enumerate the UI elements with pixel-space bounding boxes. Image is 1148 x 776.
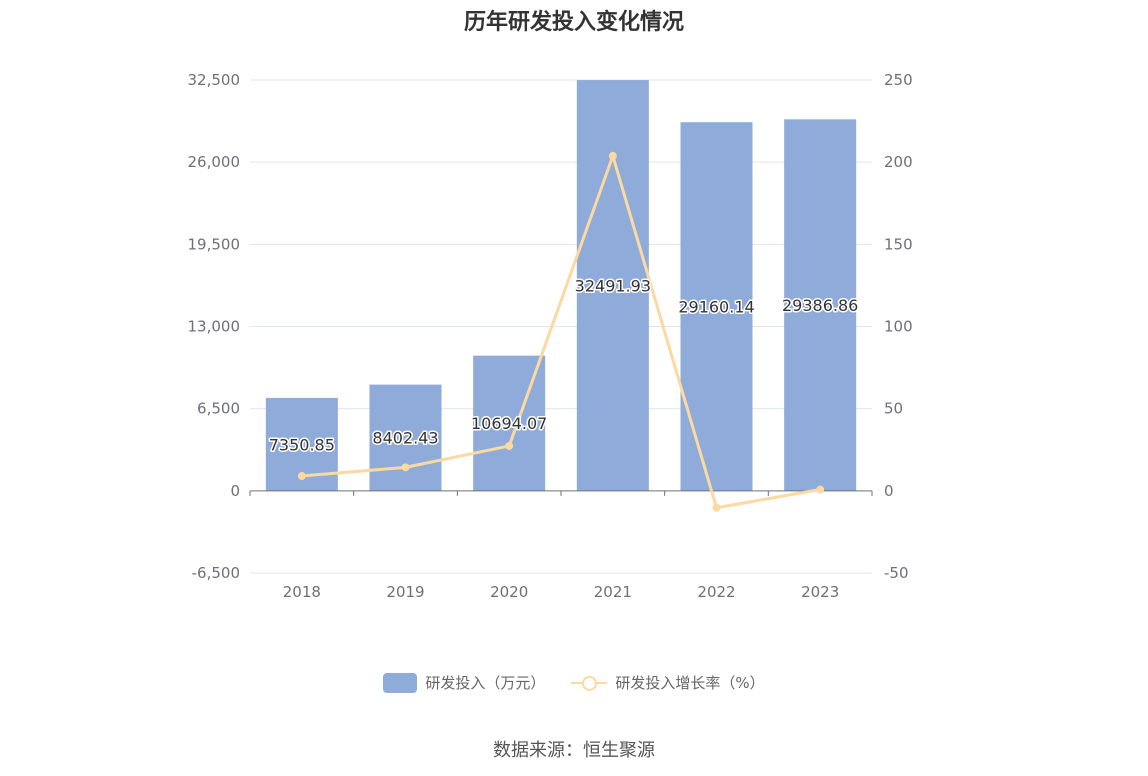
bar-data-label-2019: 8402.43 xyxy=(372,429,438,448)
y-right-tick-label: 250 xyxy=(884,71,913,89)
bar-data-label-2021: 32491.93 xyxy=(575,276,651,295)
y-left-tick-label: 0 xyxy=(230,482,240,500)
y-right-tick-label: 50 xyxy=(884,400,903,418)
bar-2019 xyxy=(369,384,442,491)
grid-lines xyxy=(250,79,872,574)
bar-data-label-2022: 29160.14 xyxy=(678,298,754,317)
growth-line xyxy=(301,151,821,510)
y-left-tick-label: 6,500 xyxy=(197,400,240,418)
y-right-tick-label: 150 xyxy=(884,235,913,253)
y-left-tick-label: 19,500 xyxy=(188,235,241,253)
bar-2023 xyxy=(784,119,857,491)
growth-point-2018 xyxy=(297,472,306,481)
growth-line-series xyxy=(297,151,825,512)
y-right-tick-label: 200 xyxy=(884,153,913,171)
legend-line-swatch xyxy=(571,673,608,693)
legend-bar-swatch xyxy=(383,672,418,693)
x-tick-label-2023: 2023 xyxy=(801,583,839,601)
legend-label-rd-investment: 研发投入（万元） xyxy=(425,674,546,692)
x-tick-label-2020: 2020 xyxy=(490,583,528,601)
bar-series xyxy=(265,80,857,491)
growth-point-2020 xyxy=(505,441,514,450)
y-left-tick-label: 26,000 xyxy=(188,153,241,171)
y-left-tick-label: -6,500 xyxy=(192,564,240,582)
legend: 研发投入（万元） 研发投入增长率（%） xyxy=(0,672,1148,693)
legend-item-rd-investment[interactable]: 研发投入（万元） xyxy=(383,672,545,693)
bar-data-label-2018: 7350.85 xyxy=(269,435,335,454)
legend-item-growth-rate[interactable]: 研发投入增长率（%） xyxy=(571,672,765,693)
x-tick-label-2021: 2021 xyxy=(594,583,632,601)
x-tick-label-2019: 2019 xyxy=(386,583,424,601)
legend-label-growth-rate: 研发投入增长率（%） xyxy=(615,674,765,692)
y-right-tick-label: -50 xyxy=(884,564,909,582)
bar-data-label-2020: 10694.07 xyxy=(471,414,547,433)
growth-point-2021 xyxy=(608,151,617,160)
growth-point-2022 xyxy=(712,503,721,512)
y-left-tick-label: 13,000 xyxy=(188,318,241,336)
chart-plot: -6,500 0 6,500 13,000 19,500 26,000 32,500 -50 0… xyxy=(188,71,913,601)
bar-data-label-2023: 29386.86 xyxy=(782,296,858,315)
x-tick-label-2018: 2018 xyxy=(283,583,321,601)
bar-2021 xyxy=(576,80,649,491)
chart-title: 历年研发投入变化情况 xyxy=(463,10,684,35)
data-source: 数据来源：恒生聚源 xyxy=(493,740,655,761)
data-labels: 7350.85 8402.43 10694.07 32491.93 29160.14 29… xyxy=(267,275,860,456)
y-right-tick-label: 100 xyxy=(884,318,913,336)
x-tick-label-2022: 2022 xyxy=(697,583,735,601)
axes: -6,500 0 6,500 13,000 19,500 26,000 32,500 -50 0… xyxy=(188,71,913,601)
growth-point-2023 xyxy=(816,485,825,494)
y-left-tick-label: 32,500 xyxy=(188,71,241,89)
growth-point-2019 xyxy=(401,463,410,472)
y-right-tick-label: 0 xyxy=(884,482,894,500)
